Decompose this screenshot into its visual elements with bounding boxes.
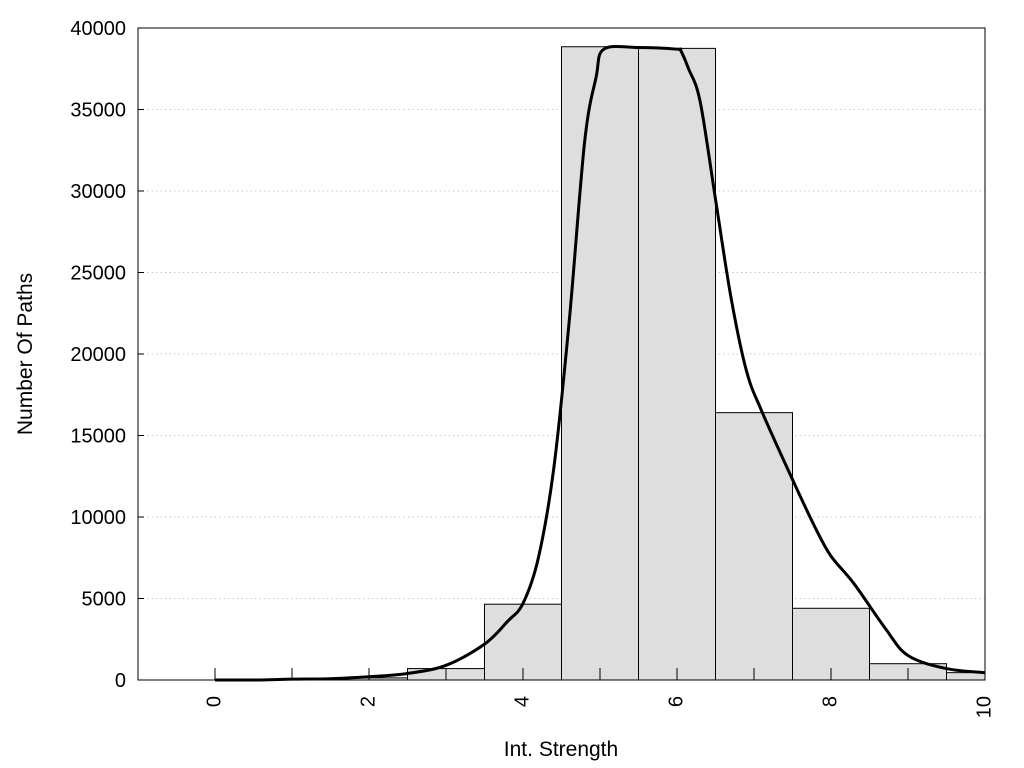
bar-10 [946, 672, 986, 681]
x-axis-title: Int. Strength [504, 738, 618, 761]
fit-curve-layer [214, 45, 986, 682]
y-tick-label: 40000 [70, 18, 126, 40]
x-tick-label: 4 [511, 696, 533, 707]
axes [137, 27, 986, 681]
y-tick-label: 35000 [70, 100, 126, 122]
y-tick-label: 30000 [70, 181, 126, 203]
histogram-bars [253, 46, 986, 681]
bar-7 [715, 412, 793, 681]
x-tick-label: 8 [819, 696, 841, 707]
bar-6 [638, 47, 716, 681]
y-tick-label: 20000 [70, 344, 126, 366]
y-tick-label: 5000 [82, 589, 127, 611]
bar-5 [561, 46, 639, 681]
x-tick-label: 0 [203, 696, 225, 707]
fit-curve [214, 45, 986, 682]
y-tick-label: 10000 [70, 507, 126, 529]
tick-labels: 0 5000 10000 15000 20000 25000 30000 35000 40000… [70, 18, 995, 718]
x-tick-label: 10 [973, 696, 995, 718]
x-tick-label: 6 [665, 696, 687, 707]
y-tick-label: 0 [115, 670, 126, 692]
x-tick-label: 2 [357, 696, 379, 707]
y-tick-label: 25000 [70, 263, 126, 285]
y-tick-label: 15000 [70, 426, 126, 448]
y-axis-title: Number Of Paths [14, 273, 37, 435]
